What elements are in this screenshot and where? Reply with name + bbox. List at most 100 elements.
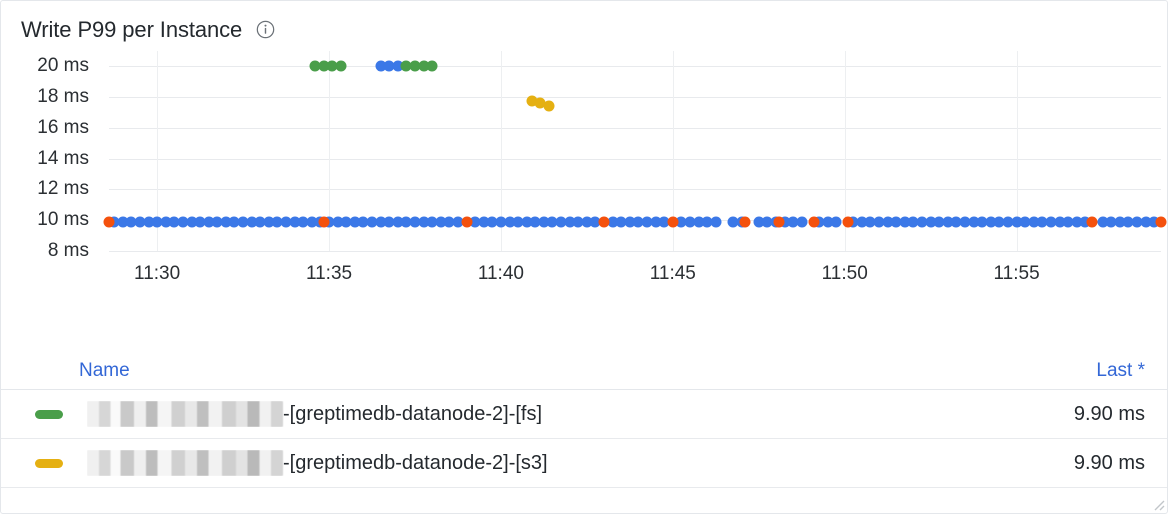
data-point[interactable] xyxy=(1097,216,1109,228)
data-point[interactable] xyxy=(237,216,249,228)
data-point[interactable] xyxy=(512,216,524,228)
data-point[interactable] xyxy=(1011,216,1023,228)
data-point[interactable] xyxy=(787,216,799,228)
data-point[interactable] xyxy=(950,216,962,228)
data-point[interactable] xyxy=(993,216,1005,228)
data-point[interactable] xyxy=(1071,216,1083,228)
data-point[interactable] xyxy=(538,216,550,228)
data-point[interactable] xyxy=(383,216,395,228)
data-point[interactable] xyxy=(318,216,330,228)
data-point[interactable] xyxy=(526,95,538,107)
data-point[interactable] xyxy=(959,216,971,228)
data-point[interactable] xyxy=(1131,216,1143,228)
data-point[interactable] xyxy=(739,216,751,228)
data-point[interactable] xyxy=(615,216,627,228)
data-point[interactable] xyxy=(1148,216,1160,228)
data-point[interactable] xyxy=(1086,216,1098,228)
data-point[interactable] xyxy=(546,216,558,228)
resize-grip-icon[interactable] xyxy=(1149,495,1165,511)
data-point[interactable] xyxy=(1140,216,1152,228)
data-point[interactable] xyxy=(400,216,412,228)
data-point[interactable] xyxy=(309,60,321,72)
data-point[interactable] xyxy=(581,216,593,228)
legend-row[interactable]: -[greptimedb-datanode-2]-[s3] 9.90 ms xyxy=(1,439,1167,488)
data-point[interactable] xyxy=(1028,216,1040,228)
data-point[interactable] xyxy=(684,216,696,228)
legend-row[interactable]: -[greptimedb-datanode-2]-[fs] 9.90 ms xyxy=(1,390,1167,439)
data-point[interactable] xyxy=(773,216,785,228)
data-point[interactable] xyxy=(543,100,555,112)
data-point[interactable] xyxy=(796,216,808,228)
data-point[interactable] xyxy=(968,216,980,228)
data-point[interactable] xyxy=(907,216,919,228)
plot-canvas[interactable]: 20 ms 18 ms 16 ms 14 ms 12 ms 10 ms 8 ms 11:30 1… xyxy=(37,51,1167,284)
data-point[interactable] xyxy=(985,216,997,228)
data-point[interactable] xyxy=(186,216,197,228)
data-point[interactable] xyxy=(1002,216,1014,228)
data-point[interactable] xyxy=(151,216,163,228)
data-point[interactable] xyxy=(452,216,464,228)
data-point[interactable] xyxy=(134,216,146,228)
data-point[interactable] xyxy=(1122,216,1134,228)
data-point[interactable] xyxy=(418,216,430,228)
data-point[interactable] xyxy=(400,60,412,72)
data-point[interactable] xyxy=(478,216,490,228)
data-point[interactable] xyxy=(693,216,705,228)
data-point[interactable] xyxy=(263,216,275,228)
data-point[interactable] xyxy=(486,216,498,228)
data-point[interactable] xyxy=(572,216,584,228)
data-point[interactable] xyxy=(335,60,347,72)
data-point[interactable] xyxy=(761,216,773,228)
data-point[interactable] xyxy=(289,216,301,228)
data-point[interactable] xyxy=(392,216,404,228)
data-point[interactable] xyxy=(632,216,644,228)
data-point[interactable] xyxy=(925,216,937,228)
data-point[interactable] xyxy=(297,216,309,228)
series-color-swatch[interactable] xyxy=(35,458,63,468)
data-point[interactable] xyxy=(564,216,576,228)
data-point[interactable] xyxy=(469,216,481,228)
data-point[interactable] xyxy=(1114,216,1126,228)
data-point[interactable] xyxy=(160,216,172,228)
data-point[interactable] xyxy=(349,216,361,228)
data-point[interactable] xyxy=(842,216,854,228)
data-point[interactable] xyxy=(271,216,283,228)
data-point[interactable] xyxy=(598,216,610,228)
series-name[interactable]: -[greptimedb-datanode-2]-[s3] xyxy=(87,450,548,476)
data-point[interactable] xyxy=(1054,216,1066,228)
info-circle-icon[interactable] xyxy=(256,20,275,39)
data-point[interactable] xyxy=(418,60,430,72)
data-point[interactable] xyxy=(125,216,137,228)
data-point[interactable] xyxy=(1155,216,1167,228)
data-point[interactable] xyxy=(143,216,155,228)
data-point[interactable] xyxy=(435,216,447,228)
data-point[interactable] xyxy=(375,216,387,228)
data-point[interactable] xyxy=(675,216,687,228)
data-point[interactable] xyxy=(228,216,240,228)
data-point[interactable] xyxy=(1079,216,1091,228)
data-point[interactable] xyxy=(461,216,473,228)
legend-column-name[interactable]: Name xyxy=(79,360,130,381)
data-point[interactable] xyxy=(521,216,533,228)
data-point[interactable] xyxy=(856,216,868,228)
data-point[interactable] xyxy=(220,216,232,228)
data-point[interactable] xyxy=(366,216,378,228)
data-point[interactable] xyxy=(650,216,662,228)
data-point[interactable] xyxy=(667,216,679,228)
data-point[interactable] xyxy=(1045,216,1057,228)
data-point[interactable] xyxy=(753,216,765,228)
data-point[interactable] xyxy=(1105,216,1117,228)
data-point[interactable] xyxy=(976,216,988,228)
data-point[interactable] xyxy=(392,60,404,72)
data-point[interactable] xyxy=(658,216,670,228)
data-point[interactable] xyxy=(375,60,387,72)
data-point[interactable] xyxy=(117,216,129,228)
data-point[interactable] xyxy=(1062,216,1074,228)
data-point[interactable] xyxy=(933,216,945,228)
data-point[interactable] xyxy=(211,216,223,228)
data-point[interactable] xyxy=(830,216,842,228)
data-point[interactable] xyxy=(607,216,619,228)
data-point[interactable] xyxy=(822,216,834,228)
data-point[interactable] xyxy=(534,97,546,109)
data-point[interactable] xyxy=(318,60,330,72)
